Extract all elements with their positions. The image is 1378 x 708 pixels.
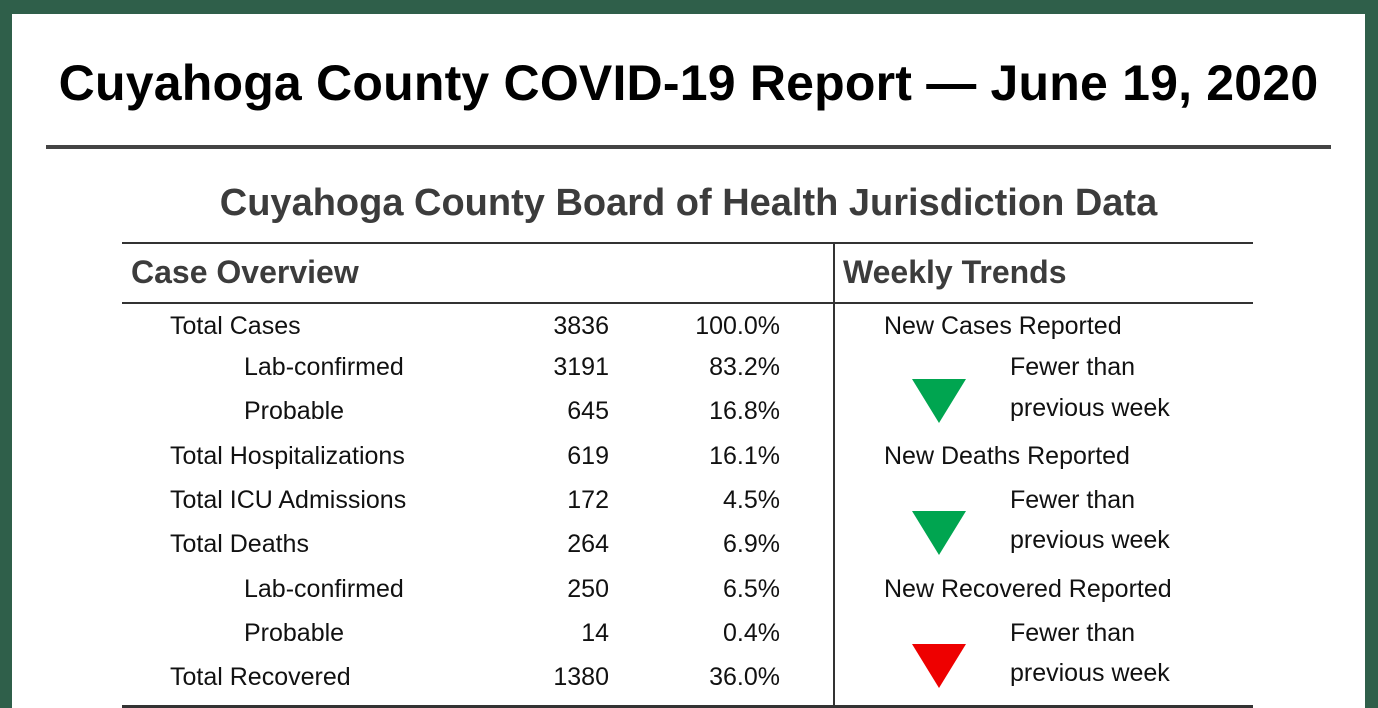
table-row: Total Cases 3836 100.0% (122, 304, 833, 348)
table-header-rule (122, 302, 1253, 304)
row-percent: 100.0% (695, 312, 780, 340)
row-percent: 36.0% (709, 663, 780, 691)
row-percent: 83.2% (709, 353, 780, 381)
row-percent: 6.5% (723, 575, 780, 603)
trend-label-new-recovered: New Recovered Reported (884, 575, 1172, 603)
weekly-trends-header: Weekly Trends (843, 254, 1067, 290)
trend-status: previous week (1010, 659, 1170, 687)
table-bottom-rule (122, 705, 1253, 708)
table-column-divider (833, 242, 835, 708)
row-count: 250 (567, 575, 609, 603)
table-row: Total Recovered 1380 36.0% (122, 655, 833, 699)
row-percent: 0.4% (723, 619, 780, 647)
jurisdiction-data-table: Case Overview Weekly Trends Total Cases … (122, 242, 1253, 708)
row-label: Lab-confirmed (244, 575, 404, 603)
row-label: Lab-confirmed (244, 353, 404, 381)
row-count: 264 (567, 530, 609, 558)
row-percent: 16.1% (709, 442, 780, 470)
table-row: Lab-confirmed 3191 83.2% (122, 345, 833, 389)
row-label: Probable (244, 619, 345, 647)
trend-status: Fewer than (1010, 619, 1136, 647)
row-percent: 4.5% (723, 486, 780, 514)
row-label: Total Cases (170, 312, 301, 340)
report-sheet: Cuyahoga County COVID-19 Report — June 1… (12, 14, 1365, 708)
row-label: Probable (244, 397, 345, 425)
table-row: Total ICU Admissions 172 4.5% (122, 478, 833, 522)
row-count: 172 (567, 486, 609, 514)
row-percent: 6.9% (723, 530, 780, 558)
table-row: Lab-confirmed 250 6.5% (122, 567, 833, 611)
section-title: Cuyahoga County Board of Health Jurisdic… (219, 182, 1158, 224)
row-count: 1380 (553, 663, 609, 691)
down-arrow-icon (912, 379, 966, 423)
row-count: 3191 (553, 353, 609, 381)
row-percent: 16.8% (709, 397, 780, 425)
table-row: Probable 645 16.8% (122, 389, 833, 433)
trend-label-new-deaths: New Deaths Reported (884, 442, 1130, 470)
table-top-rule (122, 242, 1253, 244)
row-label: Total ICU Admissions (170, 486, 407, 514)
down-arrow-icon (912, 511, 966, 555)
row-label: Total Hospitalizations (170, 442, 405, 470)
row-count: 3836 (553, 312, 609, 340)
trend-status: previous week (1010, 526, 1170, 554)
table-row: Probable 14 0.4% (122, 611, 833, 655)
row-count: 645 (567, 397, 609, 425)
case-overview-header: Case Overview (131, 254, 359, 290)
trend-status: Fewer than (1010, 486, 1136, 514)
table-row: Total Deaths 264 6.9% (122, 522, 833, 566)
trend-label-new-cases: New Cases Reported (884, 312, 1122, 340)
title-divider (46, 145, 1331, 149)
table-row: Total Hospitalizations 619 16.1% (122, 434, 833, 478)
report-title: Cuyahoga County COVID-19 Report — June 1… (58, 55, 1319, 111)
row-count: 619 (567, 442, 609, 470)
row-count: 14 (581, 619, 609, 647)
trend-status: Fewer than (1010, 353, 1136, 381)
trend-status: previous week (1010, 394, 1170, 422)
row-label: Total Recovered (170, 663, 351, 691)
down-arrow-icon (912, 644, 966, 688)
row-label: Total Deaths (170, 530, 309, 558)
